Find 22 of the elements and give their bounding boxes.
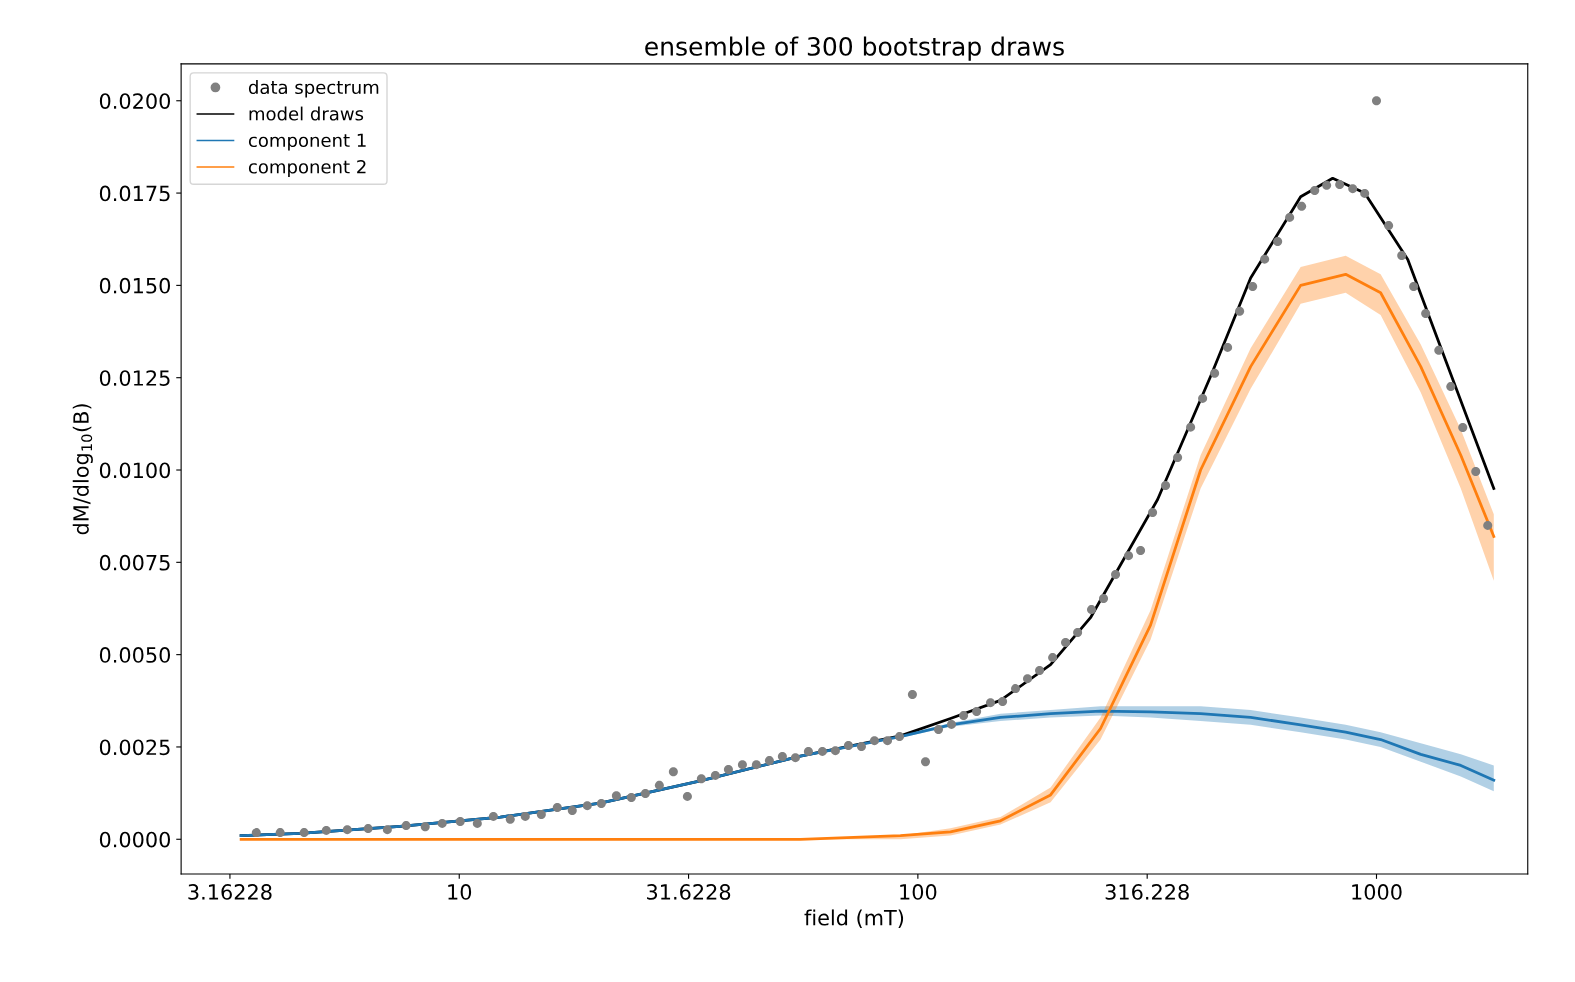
y-tick-label: 0.0150 xyxy=(99,277,171,294)
y-axis-title: dM/dlog$_{10}$(B) xyxy=(72,404,93,535)
y-tick-label: 0.0175 xyxy=(99,185,170,202)
legend-label: data spectrum xyxy=(248,80,379,98)
x-tick-label: 31.6228 xyxy=(647,884,731,900)
x-tick-label: 1000 xyxy=(1352,884,1402,900)
y-tick-label: 0.0200 xyxy=(99,93,171,109)
y-tick-label: 0.0000 xyxy=(99,831,171,848)
y-tick-label: 0.0100 xyxy=(99,462,171,479)
y-tick-label: 0.0050 xyxy=(99,647,171,663)
chart-title: ensemble of 300 bootstrap draws xyxy=(645,36,1064,61)
x-axis-title: field (mT) xyxy=(804,909,904,928)
x-tick-label: 3.16228 xyxy=(188,884,272,900)
x-tick-label: 100 xyxy=(900,884,937,900)
legend-label: component 1 xyxy=(248,133,366,151)
y-tick-label: 0.0075 xyxy=(99,554,170,571)
y-tick-label: 0.0125 xyxy=(99,370,170,386)
y-tick-label: 0.0025 xyxy=(99,739,170,756)
legend-label: model draws xyxy=(249,106,364,121)
legend-label: component 2 xyxy=(248,159,366,178)
x-tick-label: 316.228 xyxy=(1105,884,1189,900)
x-tick-label: 10 xyxy=(448,884,472,900)
